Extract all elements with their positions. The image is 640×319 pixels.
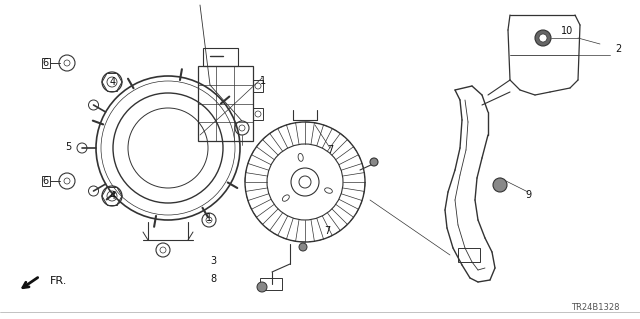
Bar: [253, 80, 263, 92]
Text: 6: 6: [42, 176, 48, 186]
Bar: [253, 108, 263, 120]
Text: FR.: FR.: [50, 276, 67, 286]
Circle shape: [539, 34, 547, 42]
Text: 8: 8: [210, 274, 216, 284]
Text: 6: 6: [42, 58, 48, 68]
Circle shape: [493, 178, 507, 192]
Text: 4: 4: [110, 77, 116, 87]
Circle shape: [257, 282, 267, 292]
Text: 5: 5: [65, 142, 71, 152]
Circle shape: [370, 158, 378, 166]
Bar: [203, 48, 238, 66]
Text: TR24B1328: TR24B1328: [572, 302, 620, 311]
Text: 2: 2: [615, 44, 621, 54]
Text: 9: 9: [525, 190, 531, 200]
Text: 1: 1: [260, 76, 266, 86]
Circle shape: [299, 243, 307, 251]
Circle shape: [535, 30, 551, 46]
Text: 1: 1: [206, 213, 212, 223]
Bar: [42, 58, 50, 68]
Bar: [260, 278, 282, 290]
Text: 7: 7: [324, 226, 330, 236]
Bar: [458, 248, 480, 262]
Bar: [198, 66, 253, 141]
Bar: [42, 176, 50, 186]
Text: 4: 4: [110, 191, 116, 201]
Text: 3: 3: [210, 256, 216, 266]
Text: 7: 7: [327, 145, 333, 155]
Text: 10: 10: [561, 26, 573, 36]
